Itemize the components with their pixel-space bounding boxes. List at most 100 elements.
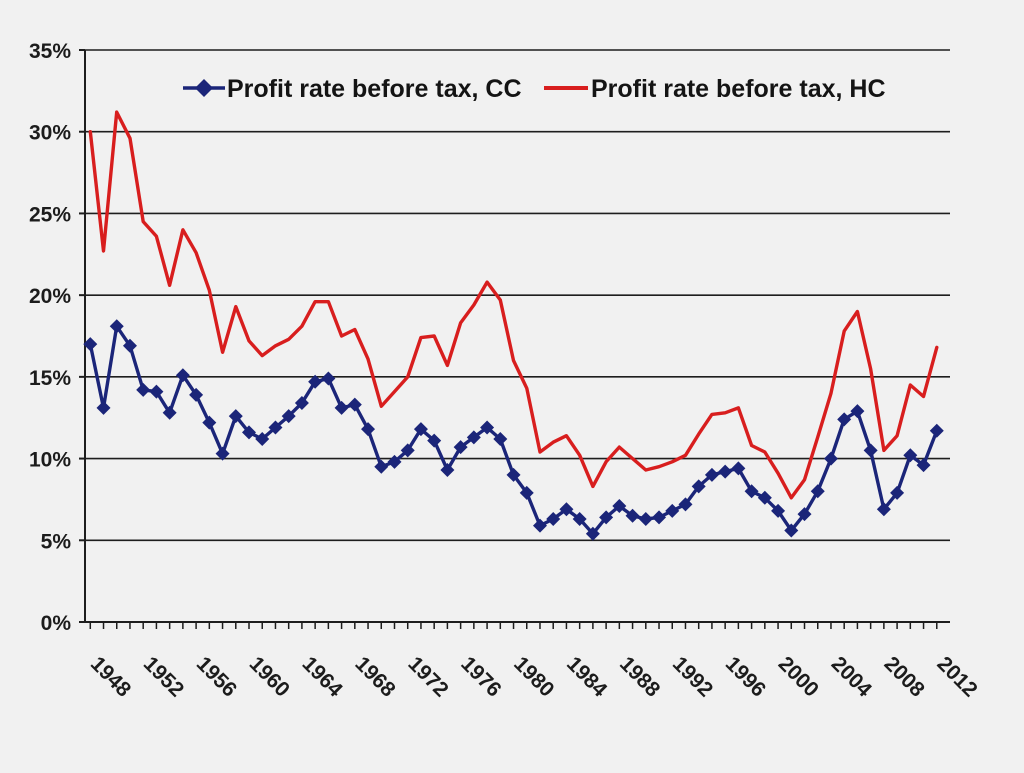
data-point-cc: [400, 443, 415, 458]
data-point-cc: [493, 431, 508, 446]
legend-marker-cc: [195, 79, 213, 97]
data-point-cc: [916, 458, 931, 473]
data-point-cc: [361, 422, 376, 437]
data-point-cc: [559, 502, 574, 517]
x-tick-label: 2000: [774, 652, 823, 701]
y-tick-label: 35%: [29, 40, 71, 63]
x-tick-label: 1972: [403, 652, 452, 701]
data-point-cc: [784, 523, 799, 538]
data-point-cc: [175, 368, 190, 383]
data-point-cc: [612, 498, 627, 513]
data-point-cc: [652, 510, 667, 525]
x-tick-label: 2004: [827, 652, 877, 702]
data-point-cc: [678, 497, 693, 512]
data-point-cc: [281, 409, 296, 424]
x-tick-label: 2012: [932, 652, 981, 701]
data-point-cc: [136, 382, 151, 397]
data-point-cc: [427, 433, 442, 448]
x-axis-tick-labels: 1948 1952 1956 1960 1964 1968 1972 1976 1980 1984…: [86, 652, 982, 702]
data-point-cc: [347, 397, 362, 412]
x-tick-label: 1968: [351, 652, 401, 702]
data-point-cc: [413, 422, 428, 437]
data-point-cc: [440, 463, 455, 478]
data-point-cc: [823, 451, 838, 466]
x-tick-label: 1952: [139, 652, 188, 701]
data-point-cc: [757, 490, 772, 505]
x-tick-label: 1992: [668, 652, 717, 701]
data-point-cc: [321, 371, 336, 386]
data-point-cc: [122, 338, 137, 353]
x-tick-label: 1996: [721, 652, 770, 701]
data-point-cc: [876, 502, 891, 517]
data-point-cc: [189, 387, 204, 402]
data-point-cc: [83, 337, 98, 352]
data-point-cc: [625, 508, 640, 523]
data-point-cc: [162, 405, 177, 420]
legend: Profit rate before tax, CC Profit rate be…: [183, 75, 886, 103]
data-point-cc: [96, 400, 111, 415]
data-point-cc: [929, 423, 944, 438]
data-point-cc: [903, 448, 918, 463]
data-point-cc: [387, 454, 402, 469]
x-tick-label: 1988: [615, 652, 665, 702]
y-tick-label: 30%: [29, 122, 71, 145]
y-tick-label: 0%: [41, 612, 72, 635]
legend-label-hc: Profit rate before tax, HC: [591, 75, 886, 103]
x-tick-label: 1960: [245, 652, 294, 701]
x-tick-label: 1980: [509, 652, 558, 701]
data-point-cc: [374, 459, 389, 474]
data-point-cc: [810, 484, 825, 499]
data-point-cc: [691, 479, 706, 494]
data-point-cc: [308, 374, 323, 389]
data-point-cc: [731, 461, 746, 476]
series-line-hc: [88, 110, 939, 500]
axes: [79, 49, 950, 629]
data-point-cc: [228, 409, 243, 424]
data-point-cc: [890, 485, 905, 500]
x-tick-label: 1956: [192, 652, 241, 701]
data-point-cc: [665, 503, 680, 518]
data-point-cc: [466, 430, 481, 445]
legend-label-cc: Profit rate before tax, CC: [227, 75, 522, 103]
x-tick-label: 2008: [880, 652, 930, 702]
data-point-cc: [519, 485, 534, 500]
data-point-cc: [599, 510, 614, 525]
data-point-cc: [334, 400, 349, 415]
data-point-cc: [850, 404, 865, 419]
data-point-cc: [837, 412, 852, 427]
data-point-cc: [294, 396, 309, 411]
data-point-cc: [718, 464, 733, 479]
data-point-cc: [242, 425, 257, 440]
data-point-cc: [638, 512, 653, 527]
y-tick-label: 5%: [41, 530, 72, 553]
y-tick-label: 25%: [29, 203, 71, 226]
data-point-cc: [863, 443, 878, 458]
x-tick-label: 1976: [456, 652, 505, 701]
data-point-cc: [480, 420, 495, 435]
data-point-cc: [453, 440, 468, 455]
y-tick-label: 10%: [29, 449, 71, 472]
data-point-cc: [255, 431, 270, 446]
data-point-cc: [572, 512, 587, 527]
data-point-cc: [149, 384, 164, 399]
y-axis-tick-labels: 0% 5% 10% 15% 20% 25% 30% 35%: [29, 40, 71, 635]
y-tick-label: 15%: [29, 367, 71, 390]
data-point-cc: [585, 526, 600, 541]
data-point-cc: [771, 503, 786, 518]
data-point-cc: [546, 512, 561, 527]
data-point-cc: [268, 420, 283, 435]
data-point-cc: [532, 518, 547, 533]
data-point-cc: [797, 507, 812, 522]
data-point-cc: [704, 467, 719, 482]
gridlines: [85, 49, 950, 542]
y-tick-label: 20%: [29, 285, 71, 308]
series-lines: [83, 110, 944, 541]
x-tick-label: 1964: [298, 652, 348, 702]
data-point-cc: [506, 467, 521, 482]
data-point-cc: [109, 319, 124, 334]
x-tick-label: 1984: [562, 652, 612, 702]
data-point-cc: [215, 446, 230, 461]
data-point-cc: [202, 415, 217, 430]
x-tick-label: 1948: [86, 652, 136, 702]
